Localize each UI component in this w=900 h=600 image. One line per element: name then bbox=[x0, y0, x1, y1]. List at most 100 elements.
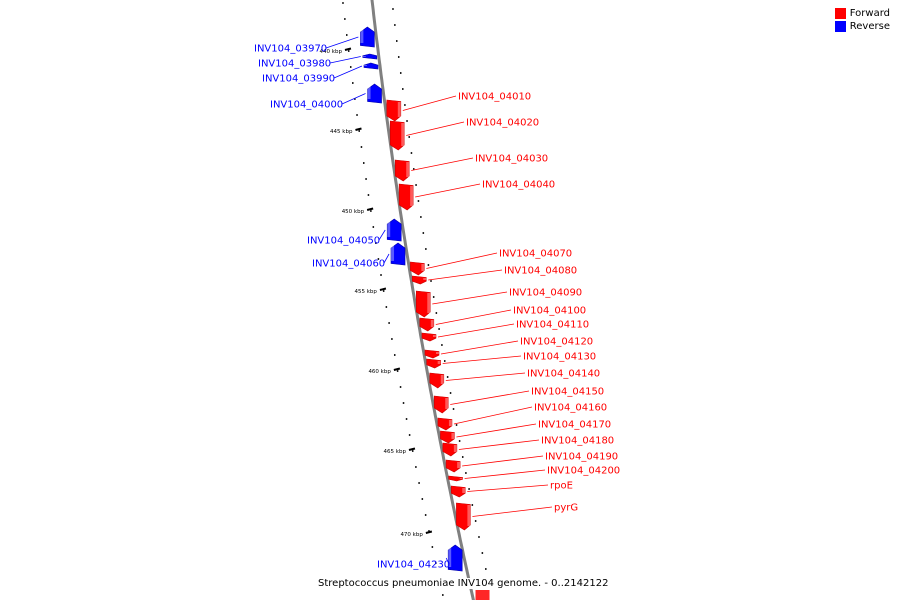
gene-connector bbox=[333, 65, 363, 79]
scale-dot bbox=[396, 40, 398, 42]
gene-label: INV104_04120 bbox=[520, 337, 593, 348]
scale-label: 460 kbp bbox=[368, 369, 391, 375]
scale-label: 445 kbp bbox=[330, 129, 353, 135]
gene-glyph-shade bbox=[453, 445, 457, 452]
gene-glyph-partial bbox=[475, 590, 490, 600]
gene-glyph bbox=[390, 242, 406, 266]
gene-label: INV104_04030 bbox=[475, 154, 548, 165]
gene-connector bbox=[383, 253, 390, 264]
scale-dot bbox=[388, 322, 390, 324]
scale-dot bbox=[365, 178, 367, 180]
reverse-swatch bbox=[834, 21, 846, 32]
legend-forward: Forward bbox=[834, 8, 890, 19]
gene-glyph bbox=[426, 358, 441, 369]
gene-glyph bbox=[362, 53, 378, 60]
gene-glyph bbox=[450, 485, 466, 498]
scale-dot bbox=[417, 200, 420, 202]
scale-dot bbox=[455, 424, 458, 426]
gene-connector bbox=[456, 423, 537, 438]
scale-dot bbox=[430, 280, 432, 282]
scale-dot bbox=[461, 456, 464, 458]
scale-label: 450 kbp bbox=[342, 209, 365, 215]
scale-dot bbox=[422, 232, 425, 234]
gene-glyph bbox=[389, 120, 405, 151]
genome-backbone bbox=[370, 0, 475, 600]
gene-connector bbox=[402, 95, 457, 111]
gene-connector bbox=[442, 355, 522, 364]
major-tick bbox=[393, 367, 401, 371]
gene-label: INV104_04110 bbox=[516, 320, 589, 331]
gene-connector bbox=[462, 455, 544, 467]
gene-label: INV104_04150 bbox=[531, 387, 604, 398]
gene-connector bbox=[406, 121, 465, 136]
gene-connector bbox=[428, 269, 503, 281]
scale-dot bbox=[356, 114, 358, 116]
scale-dot bbox=[399, 72, 402, 74]
gene-glyph bbox=[363, 62, 379, 70]
gene-label: INV104_04000 bbox=[270, 100, 343, 111]
scale-dot bbox=[428, 530, 430, 532]
gene-glyph-shade bbox=[437, 361, 441, 364]
gene-glyph-shade bbox=[406, 162, 410, 177]
scale-dot bbox=[346, 34, 348, 36]
gene-glyph-shade bbox=[457, 462, 461, 468]
major-tick bbox=[355, 127, 362, 131]
gene-label: INV104_04020 bbox=[466, 118, 539, 129]
gene-glyph bbox=[394, 159, 410, 182]
gene-label: INV104_03990 bbox=[262, 74, 335, 85]
scale-dot bbox=[377, 258, 380, 260]
scale-label: 455 kbp bbox=[354, 289, 377, 295]
gene-label: INV104_04130 bbox=[523, 352, 596, 363]
gene-glyph bbox=[456, 502, 471, 531]
gene-glyph bbox=[386, 218, 402, 242]
major-tick bbox=[366, 207, 374, 211]
gene-glyph bbox=[445, 459, 461, 473]
scale-dot bbox=[362, 162, 365, 164]
gene-glyph-shade bbox=[451, 433, 455, 439]
scale-dot bbox=[425, 248, 427, 250]
gene-glyph bbox=[419, 317, 435, 332]
gene-connector bbox=[472, 506, 553, 517]
gene-glyph bbox=[437, 417, 453, 431]
gene-glyph bbox=[398, 183, 414, 211]
gene-label: INV104_04010 bbox=[458, 92, 531, 103]
scale-dot bbox=[441, 344, 443, 346]
scale-dot bbox=[432, 296, 435, 298]
gene-glyph-shade bbox=[362, 56, 366, 57]
gene-connector bbox=[464, 469, 546, 479]
scale-dot bbox=[412, 168, 415, 170]
scale-dot bbox=[402, 88, 404, 90]
scale-dot bbox=[382, 290, 385, 292]
scale-dot bbox=[446, 376, 449, 378]
gene-connector bbox=[453, 406, 533, 425]
gene-glyph-shade bbox=[421, 264, 425, 271]
scale-dot bbox=[408, 136, 410, 138]
gene-connector bbox=[325, 36, 359, 49]
scale-dot bbox=[411, 450, 414, 452]
scale-dot bbox=[360, 146, 363, 148]
scale-dot bbox=[375, 242, 377, 244]
scale-dot bbox=[465, 472, 467, 474]
legend-reverse: Reverse bbox=[834, 21, 890, 32]
scale-dot bbox=[352, 82, 354, 84]
scale-dot bbox=[406, 120, 408, 122]
scale-dot bbox=[405, 418, 408, 420]
genome-caption: Streptococcus pneumoniae INV104 genome. … bbox=[318, 578, 609, 589]
gene-glyph bbox=[424, 349, 440, 359]
gene-glyph bbox=[367, 83, 382, 104]
gene-glyph-shade bbox=[448, 547, 452, 567]
major-tick bbox=[425, 530, 433, 534]
gene-glyph-shade bbox=[432, 335, 436, 337]
gene-glyph bbox=[440, 430, 455, 444]
gene-connector bbox=[426, 252, 498, 269]
scale-dot bbox=[471, 504, 474, 506]
scale-dot bbox=[372, 226, 375, 228]
gene-glyph bbox=[415, 290, 431, 318]
gene-glyph-shade bbox=[391, 245, 395, 261]
gene-label: INV104_04200 bbox=[547, 466, 620, 477]
scale-dot bbox=[420, 216, 422, 218]
scale-dot bbox=[415, 466, 417, 468]
scale-dot bbox=[458, 440, 461, 442]
gene-label: INV104_04100 bbox=[513, 306, 586, 317]
scale-dot bbox=[370, 210, 372, 212]
